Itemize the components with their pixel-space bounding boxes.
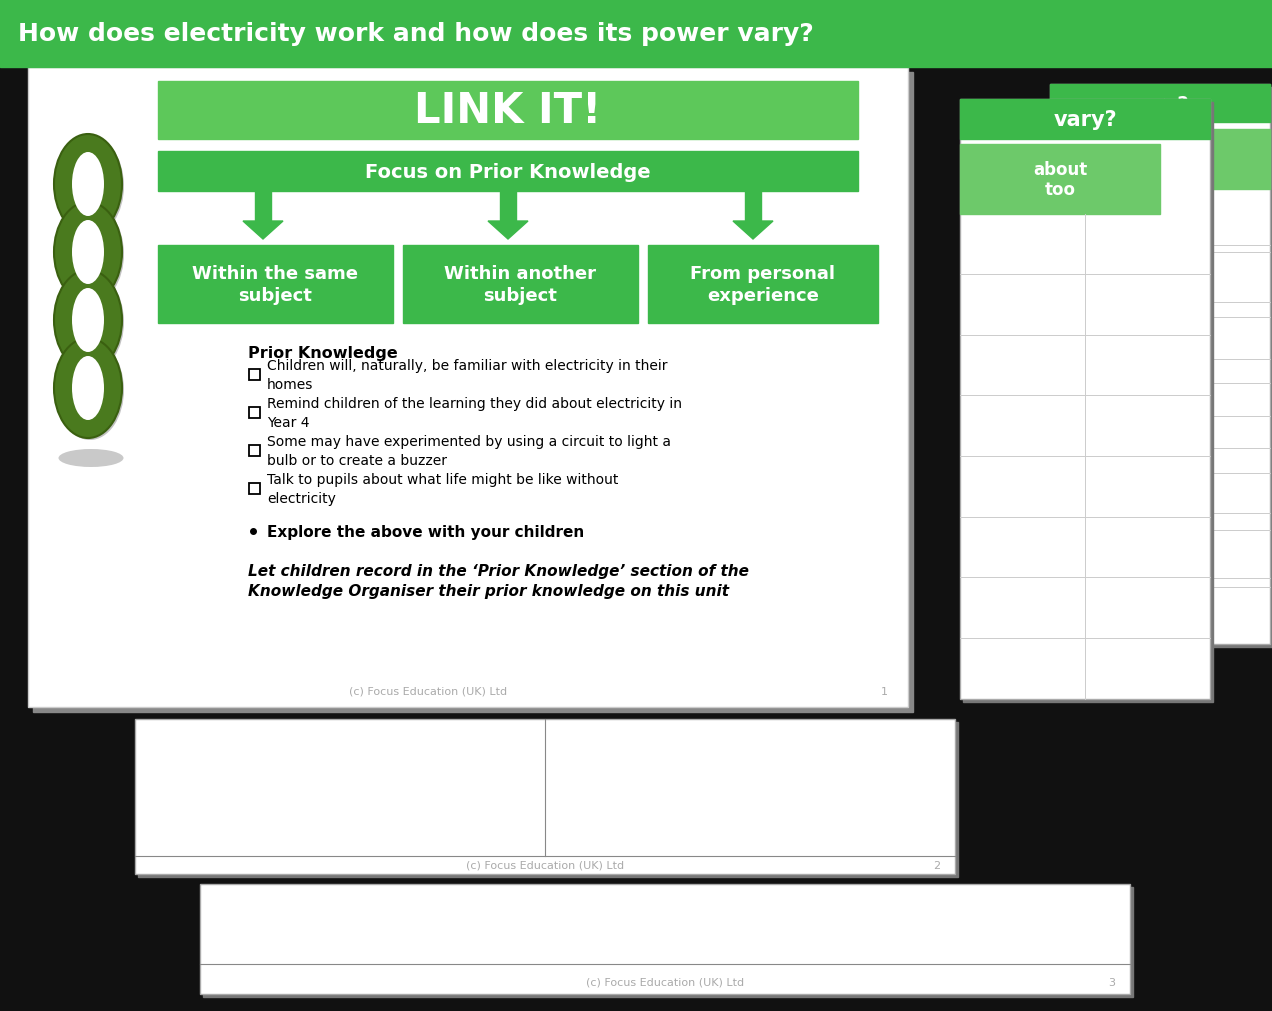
Text: Talk to pupils about what life might be like without
electricity: Talk to pupils about what life might be … xyxy=(267,473,618,506)
Text: How does electricity work and how does its power vary?: How does electricity work and how does i… xyxy=(18,22,814,45)
Text: Children will, naturally, be familiar with electricity in their
homes: Children will, naturally, be familiar wi… xyxy=(267,359,668,391)
Polygon shape xyxy=(243,221,282,240)
Text: Within the same
subject: Within the same subject xyxy=(192,265,359,304)
Polygon shape xyxy=(488,221,528,240)
Bar xyxy=(1049,129,1269,190)
Ellipse shape xyxy=(56,273,123,373)
Bar xyxy=(647,246,878,324)
Bar xyxy=(28,68,908,708)
Bar xyxy=(254,192,271,223)
Text: 2: 2 xyxy=(932,860,940,870)
Bar xyxy=(0,0,1272,68)
Text: 1: 1 xyxy=(881,686,888,697)
Text: 3: 3 xyxy=(1108,977,1116,987)
Ellipse shape xyxy=(56,341,123,441)
Text: Within another
subject: Within another subject xyxy=(444,265,597,304)
Bar xyxy=(80,297,95,309)
Ellipse shape xyxy=(53,339,122,439)
Text: vary?: vary? xyxy=(1131,94,1189,113)
Bar xyxy=(963,103,1213,703)
Bar xyxy=(249,446,259,457)
Bar xyxy=(135,719,955,875)
Bar xyxy=(33,73,913,713)
Bar xyxy=(1049,85,1269,123)
Text: Some may have experimented by using a circuit to light a
bulb or to create a buz: Some may have experimented by using a ci… xyxy=(267,435,672,467)
Text: ke: ke xyxy=(1149,151,1172,169)
Text: vary?: vary? xyxy=(1053,110,1117,129)
Ellipse shape xyxy=(73,153,104,216)
Bar xyxy=(158,246,393,324)
Bar xyxy=(960,100,1210,700)
Text: Explore the above with your children: Explore the above with your children xyxy=(267,524,584,539)
Text: (c) Focus Education (UK) Ltd: (c) Focus Education (UK) Ltd xyxy=(466,860,625,870)
Bar xyxy=(137,722,958,878)
Text: Prior Knowledge: Prior Knowledge xyxy=(248,346,398,361)
Bar xyxy=(960,100,1210,140)
Bar xyxy=(403,246,639,324)
Text: LINK IT!: LINK IT! xyxy=(415,90,602,131)
Ellipse shape xyxy=(73,357,104,421)
Bar xyxy=(204,887,1133,997)
Ellipse shape xyxy=(73,220,104,285)
Ellipse shape xyxy=(53,271,122,371)
Bar xyxy=(80,229,95,242)
Bar xyxy=(158,152,859,192)
Bar xyxy=(158,82,859,140)
Text: Focus on Prior Knowledge: Focus on Prior Knowledge xyxy=(365,163,651,181)
Bar xyxy=(960,145,1160,214)
Ellipse shape xyxy=(56,205,123,304)
Bar xyxy=(1049,85,1269,644)
Bar xyxy=(745,192,761,223)
Text: (c) Focus Education (UK) Ltd: (c) Focus Education (UK) Ltd xyxy=(349,686,508,697)
Ellipse shape xyxy=(59,450,123,467)
Bar xyxy=(80,366,95,378)
Bar xyxy=(249,407,259,419)
Ellipse shape xyxy=(73,289,104,353)
Ellipse shape xyxy=(53,134,122,235)
Bar xyxy=(249,370,259,380)
Ellipse shape xyxy=(56,136,123,237)
Text: Let children record in the ‘Prior Knowledge’ section of the
Knowledge Organiser : Let children record in the ‘Prior Knowle… xyxy=(248,563,749,599)
Bar xyxy=(249,483,259,494)
Bar xyxy=(1053,88,1272,647)
Bar xyxy=(200,885,1130,994)
Text: From personal
experience: From personal experience xyxy=(691,265,836,304)
Bar xyxy=(500,192,516,223)
Text: about
too: about too xyxy=(1033,161,1088,199)
Text: (c) Focus Education (UK) Ltd: (c) Focus Education (UK) Ltd xyxy=(586,977,744,987)
Polygon shape xyxy=(733,221,773,240)
Text: Remind children of the learning they did about electricity in
Year 4: Remind children of the learning they did… xyxy=(267,397,682,430)
Ellipse shape xyxy=(53,203,122,302)
